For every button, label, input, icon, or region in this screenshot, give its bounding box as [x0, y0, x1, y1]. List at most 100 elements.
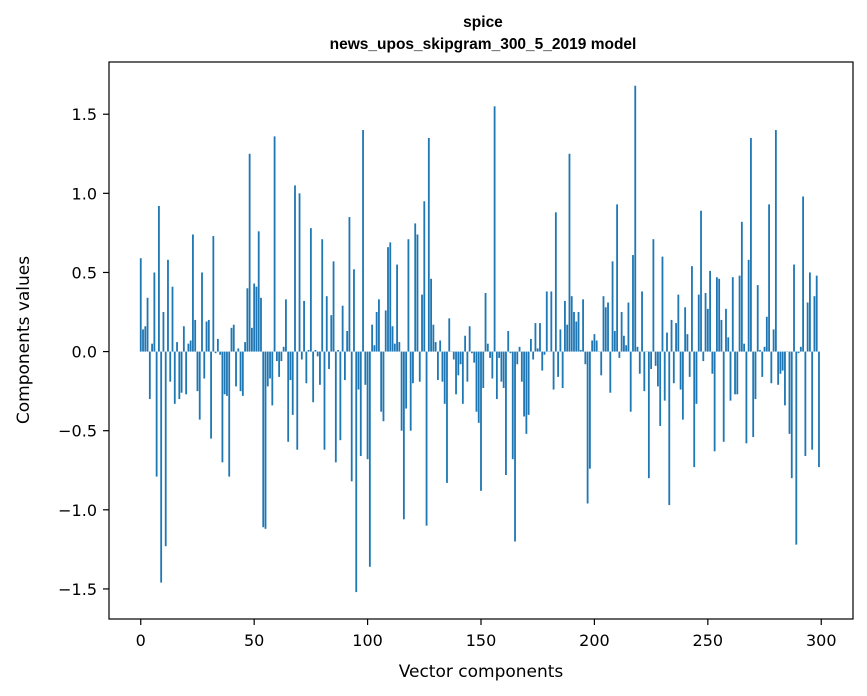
bar: [507, 331, 510, 352]
bar: [575, 321, 578, 352]
x-tick-label: 150: [466, 631, 497, 650]
bar: [148, 351, 151, 400]
bar: [285, 299, 287, 352]
bar: [627, 302, 630, 352]
bar: [416, 234, 419, 352]
y-tick-label: −1.0: [58, 501, 97, 520]
chart-title: spice: [463, 14, 503, 31]
bar: [407, 239, 410, 352]
bar: [210, 351, 212, 439]
bar: [588, 351, 591, 469]
bar: [334, 351, 337, 463]
bar: [679, 351, 682, 390]
bar: [362, 130, 364, 352]
bar: [652, 239, 655, 352]
bar: [459, 351, 462, 365]
bar: [355, 351, 358, 593]
bar: [713, 351, 716, 452]
bar: [398, 342, 401, 352]
bar: [296, 351, 299, 450]
bar: [151, 343, 153, 352]
bar: [316, 351, 319, 357]
bar: [793, 264, 795, 352]
y-tick-label: −1.5: [58, 580, 97, 599]
x-tick-label: 100: [352, 631, 383, 650]
bar: [586, 351, 589, 504]
bar: [815, 275, 818, 352]
bar: [527, 351, 530, 415]
bar: [171, 286, 174, 352]
bar: [498, 351, 501, 358]
bar: [518, 346, 521, 352]
bar: [552, 351, 555, 390]
bar: [382, 351, 385, 422]
bar: [418, 351, 421, 382]
bar: [330, 315, 333, 352]
bar: [153, 272, 156, 352]
bar: [477, 351, 480, 423]
bar: [196, 351, 199, 392]
bar: [289, 351, 292, 381]
bar: [364, 351, 367, 385]
bar: [554, 212, 557, 352]
bar: [495, 351, 498, 400]
bar: [809, 272, 811, 352]
bar: [192, 234, 194, 352]
bar: [781, 351, 784, 371]
bar: [750, 137, 752, 352]
bar: [641, 291, 643, 352]
y-tick-label: 1.0: [72, 184, 97, 203]
bar: [216, 338, 219, 352]
bar: [162, 312, 165, 352]
bar: [173, 351, 176, 404]
bar: [307, 349, 310, 352]
bar: [754, 351, 757, 400]
bar: [765, 316, 768, 352]
bar: [425, 351, 428, 526]
bar: [323, 351, 326, 450]
bar: [169, 351, 172, 382]
bar: [536, 348, 539, 352]
bar: [389, 242, 392, 352]
bar: [790, 351, 793, 479]
bar: [409, 351, 412, 431]
bar: [341, 305, 344, 352]
bar: [371, 324, 374, 352]
bar: [677, 294, 680, 352]
x-tick-label: 0: [136, 631, 146, 650]
bar: [693, 351, 696, 468]
bar: [387, 247, 389, 352]
bar: [262, 351, 265, 528]
bar: [686, 334, 689, 352]
bar: [239, 351, 242, 392]
bar: [380, 351, 383, 412]
bar: [629, 351, 632, 412]
bar: [391, 326, 394, 352]
bar: [634, 85, 637, 352]
bar: [251, 327, 253, 352]
bar: [491, 351, 494, 379]
bar: [691, 266, 693, 352]
bar: [437, 351, 439, 381]
bar: [722, 351, 725, 442]
bar: [359, 351, 362, 457]
y-tick-label: −0.5: [58, 422, 97, 441]
bar: [212, 236, 215, 352]
bar: [158, 206, 160, 352]
bar: [530, 338, 532, 352]
bar: [264, 351, 267, 529]
bar: [228, 351, 231, 477]
bar: [702, 351, 705, 362]
bar: [582, 299, 584, 352]
bar: [457, 351, 460, 376]
bar: [253, 283, 256, 352]
bar: [666, 332, 668, 352]
bar: [201, 272, 203, 352]
bar: [300, 351, 303, 360]
bar: [568, 153, 571, 352]
bar: [647, 351, 650, 479]
bar: [761, 351, 764, 377]
bar: [541, 351, 544, 371]
bar: [638, 351, 641, 374]
bar: [725, 308, 727, 352]
